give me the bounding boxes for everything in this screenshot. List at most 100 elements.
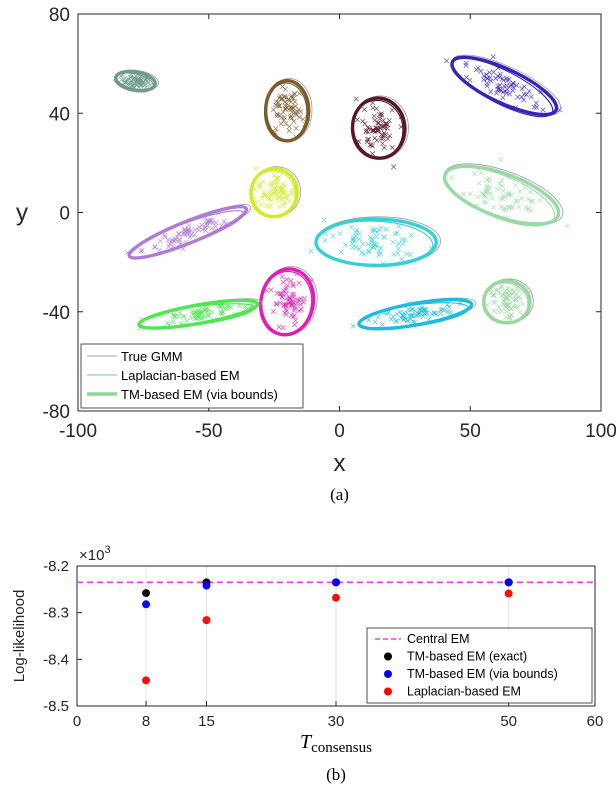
data-point bbox=[510, 84, 517, 91]
data-point bbox=[374, 234, 380, 240]
data-point bbox=[533, 100, 539, 106]
data-point bbox=[484, 83, 490, 89]
data-point bbox=[125, 76, 132, 82]
panel-a-clusters bbox=[113, 54, 570, 337]
data-point bbox=[289, 115, 295, 121]
data-point bbox=[301, 299, 307, 305]
data-point bbox=[373, 242, 379, 248]
data-point bbox=[363, 129, 369, 135]
data-point bbox=[449, 175, 455, 181]
data-point bbox=[514, 305, 521, 311]
data-point bbox=[283, 285, 289, 291]
data-point bbox=[395, 250, 401, 256]
data-point bbox=[493, 90, 499, 96]
data-point bbox=[500, 196, 506, 202]
data-point bbox=[394, 230, 400, 236]
data-point bbox=[277, 291, 283, 297]
data-point bbox=[487, 75, 493, 81]
data-point bbox=[523, 204, 529, 210]
data-point bbox=[370, 105, 376, 111]
cluster-points bbox=[484, 281, 528, 322]
tm-em-ellipse bbox=[442, 164, 561, 226]
data-point bbox=[350, 234, 357, 240]
data-point bbox=[467, 191, 473, 197]
data-point bbox=[431, 310, 437, 316]
data-point bbox=[258, 201, 265, 207]
data-point bbox=[564, 223, 570, 229]
data-point bbox=[177, 310, 183, 316]
data-point bbox=[189, 315, 195, 321]
x-tick-label: 50 bbox=[460, 421, 481, 442]
point-tm-based-em-via-bounds- bbox=[504, 578, 513, 587]
tm-em-ellipse bbox=[482, 279, 532, 325]
data-point bbox=[170, 312, 177, 319]
data-point bbox=[463, 60, 469, 66]
y-tick-label: 0 bbox=[59, 204, 70, 225]
data-point bbox=[170, 318, 176, 325]
data-point bbox=[289, 301, 295, 307]
data-point bbox=[369, 143, 375, 149]
tm-em-ellipse bbox=[450, 55, 559, 117]
data-point bbox=[343, 242, 349, 248]
panel-a-caption: (a) bbox=[330, 485, 349, 504]
data-point bbox=[513, 182, 519, 188]
data-point bbox=[421, 306, 427, 312]
data-point bbox=[218, 304, 224, 310]
panel-a-x-axis-label: x bbox=[334, 450, 346, 477]
cluster-points bbox=[270, 83, 311, 140]
data-point bbox=[199, 310, 205, 316]
data-point bbox=[293, 103, 299, 109]
data-point bbox=[292, 322, 298, 328]
data-point bbox=[263, 203, 269, 209]
data-point bbox=[370, 127, 376, 133]
data-point bbox=[268, 191, 274, 197]
legend-label-central-em: Central EM bbox=[407, 632, 470, 646]
data-point bbox=[380, 117, 386, 124]
data-point bbox=[487, 69, 493, 75]
data-point bbox=[291, 118, 297, 124]
data-point bbox=[353, 229, 359, 235]
data-point bbox=[507, 314, 513, 321]
point-laplacian-based-em bbox=[504, 589, 513, 598]
panel-b-legend-box bbox=[366, 627, 593, 704]
data-point bbox=[265, 195, 272, 201]
data-point bbox=[221, 305, 227, 311]
data-point bbox=[514, 198, 520, 204]
data-point bbox=[330, 233, 336, 239]
data-point bbox=[152, 244, 158, 250]
data-point bbox=[496, 181, 502, 187]
data-point bbox=[380, 140, 386, 146]
data-point bbox=[531, 104, 537, 110]
data-point bbox=[182, 227, 188, 233]
data-point bbox=[152, 244, 158, 250]
data-point bbox=[374, 229, 380, 235]
data-point bbox=[292, 91, 298, 97]
data-point bbox=[481, 73, 487, 79]
data-point bbox=[509, 203, 515, 209]
data-point bbox=[385, 311, 391, 317]
data-point bbox=[192, 232, 198, 238]
data-point bbox=[270, 107, 276, 113]
data-point bbox=[391, 164, 397, 170]
data-point bbox=[284, 105, 290, 111]
data-point bbox=[493, 287, 499, 293]
data-point bbox=[175, 231, 182, 237]
data-point bbox=[289, 95, 295, 101]
data-point bbox=[261, 192, 267, 198]
data-point bbox=[337, 231, 343, 237]
data-point bbox=[475, 194, 481, 200]
panel-a-legend-box bbox=[80, 343, 304, 409]
data-point bbox=[446, 304, 452, 310]
data-point bbox=[485, 188, 491, 194]
data-point bbox=[294, 300, 300, 306]
legend-marker-tm-bounds bbox=[384, 670, 392, 678]
data-point bbox=[376, 252, 382, 258]
data-point bbox=[370, 244, 376, 250]
x-tick-label: 15 bbox=[198, 713, 215, 730]
x-tick-label: 60 bbox=[587, 713, 604, 730]
data-point bbox=[296, 114, 302, 120]
data-point bbox=[403, 316, 409, 322]
data-point bbox=[292, 99, 298, 105]
data-point bbox=[370, 228, 376, 234]
y-tick-label: -80 bbox=[43, 402, 70, 423]
